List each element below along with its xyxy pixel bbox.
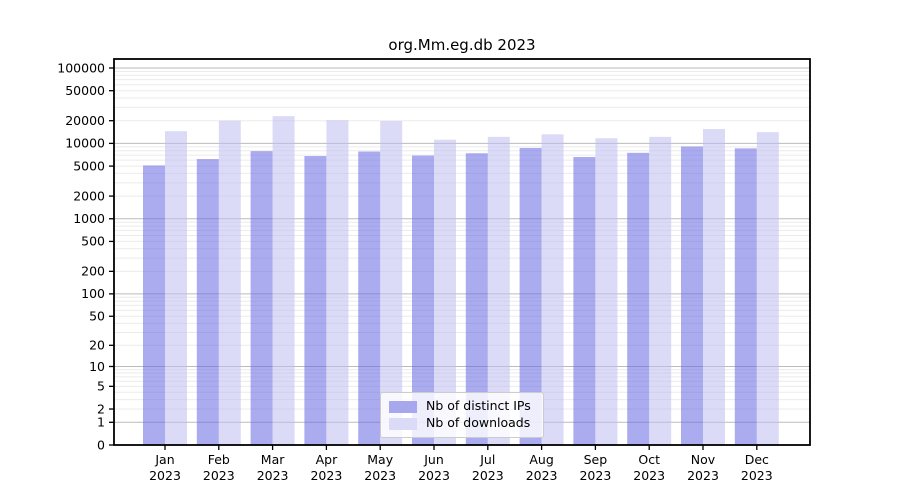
bar-distinct-ips-Oct bbox=[627, 152, 650, 445]
x-tick-month-label: Dec bbox=[745, 452, 769, 467]
y-tick-label: 1000 bbox=[73, 211, 105, 226]
x-tick-year-label: 2023 bbox=[741, 468, 773, 483]
bar-downloads-Sep bbox=[595, 138, 618, 445]
x-tick-year-label: 2023 bbox=[364, 468, 396, 483]
bar-distinct-ips-Nov bbox=[681, 146, 703, 445]
plot-frame bbox=[113, 58, 811, 446]
bar-downloads-Jan bbox=[165, 131, 187, 445]
bar-downloads-Jul bbox=[487, 136, 510, 445]
legend-item-distinct-ips: Nb of distinct IPs bbox=[389, 400, 535, 413]
y-tick-label: 50000 bbox=[65, 83, 105, 98]
x-axis: Jan2023Feb2023Mar2023Apr2023May2023Jun20… bbox=[149, 445, 773, 483]
x-tick-year-label: 2023 bbox=[687, 468, 719, 483]
x-tick-month-label: Sep bbox=[584, 452, 608, 467]
legend-swatch-downloads bbox=[389, 417, 417, 430]
y-tick-label: 100000 bbox=[57, 60, 105, 75]
x-tick-year-label: 2023 bbox=[149, 468, 181, 483]
bar-downloads-Apr bbox=[326, 120, 349, 445]
x-tick-month-label: Oct bbox=[638, 452, 660, 467]
x-tick-year-label: 2023 bbox=[526, 468, 558, 483]
bar-distinct-ips-Apr bbox=[304, 156, 327, 445]
y-tick-label: 10000 bbox=[65, 136, 105, 151]
y-tick-label: 50 bbox=[89, 309, 105, 324]
bar-downloads-Dec bbox=[756, 132, 779, 446]
x-tick-month-label: Feb bbox=[208, 452, 230, 467]
y-tick-label: 500 bbox=[81, 234, 105, 249]
x-tick-month-label: May bbox=[367, 452, 393, 467]
bar-distinct-ips-Aug bbox=[519, 147, 542, 445]
bar-downloads-May bbox=[380, 121, 403, 446]
x-tick-month-label: Nov bbox=[691, 452, 716, 467]
x-tick-year-label: 2023 bbox=[257, 468, 289, 483]
x-tick-month-label: Mar bbox=[261, 452, 285, 467]
x-tick-year-label: 2023 bbox=[203, 468, 235, 483]
x-tick-year-label: 2023 bbox=[418, 468, 450, 483]
bars bbox=[143, 116, 779, 446]
x-tick-year-label: 2023 bbox=[310, 468, 342, 483]
x-tick-year-label: 2023 bbox=[633, 468, 665, 483]
chart-title: org.Mm.eg.db 2023 bbox=[388, 36, 536, 54]
bar-distinct-ips-Dec bbox=[734, 148, 757, 445]
bar-distinct-ips-Mar bbox=[250, 151, 273, 445]
bar-distinct-ips-Jun bbox=[412, 155, 434, 446]
x-tick-month-label: Jan bbox=[154, 452, 174, 467]
y-tick-label: 5000 bbox=[73, 158, 105, 173]
legend-label-distinct-ips: Nb of distinct IPs bbox=[426, 398, 531, 414]
legend: Nb of distinct IPs Nb of downloads bbox=[380, 392, 544, 438]
y-tick-label: 200 bbox=[81, 264, 105, 279]
bar-downloads-Mar bbox=[272, 116, 295, 445]
bar-downloads-Nov bbox=[703, 129, 725, 445]
bar-distinct-ips-Jul bbox=[465, 153, 488, 446]
bar-downloads-Jun bbox=[434, 139, 456, 445]
y-tick-label: 20 bbox=[89, 338, 105, 353]
y-tick-label: 1 bbox=[97, 415, 105, 430]
y-tick-label: 5 bbox=[97, 379, 105, 394]
bar-downloads-Aug bbox=[541, 134, 564, 445]
legend-swatch-distinct-ips bbox=[389, 400, 417, 413]
bar-downloads-Feb bbox=[218, 120, 241, 446]
bar-distinct-ips-Jan bbox=[143, 165, 165, 445]
y-tick-label: 100 bbox=[81, 286, 105, 301]
legend-label-downloads: Nb of downloads bbox=[426, 415, 531, 431]
y-axis: 0 12 5 10 20 50 100 200 500 1000 2000 5000 10000 2000… bbox=[57, 60, 114, 452]
y-tick-label: 0 bbox=[97, 437, 105, 452]
bar-distinct-ips-Sep bbox=[573, 157, 596, 446]
x-tick-month-label: Aug bbox=[529, 452, 553, 467]
bar-distinct-ips-May bbox=[358, 151, 381, 446]
x-tick-month-label: Jun bbox=[423, 452, 444, 467]
y-tick-label: 20000 bbox=[65, 113, 105, 128]
bar-downloads-Oct bbox=[649, 136, 672, 445]
legend-item-downloads: Nb of downloads bbox=[389, 417, 535, 430]
y-tick-label: 2 bbox=[97, 401, 105, 416]
y-tick-label: 10 bbox=[89, 359, 105, 374]
x-tick-month-label: Jul bbox=[479, 452, 495, 467]
x-tick-month-label: Apr bbox=[316, 452, 338, 467]
y-tick-label: 2000 bbox=[73, 188, 105, 203]
x-tick-year-label: 2023 bbox=[472, 468, 504, 483]
bar-distinct-ips-Feb bbox=[196, 159, 219, 445]
x-tick-year-label: 2023 bbox=[579, 468, 611, 483]
